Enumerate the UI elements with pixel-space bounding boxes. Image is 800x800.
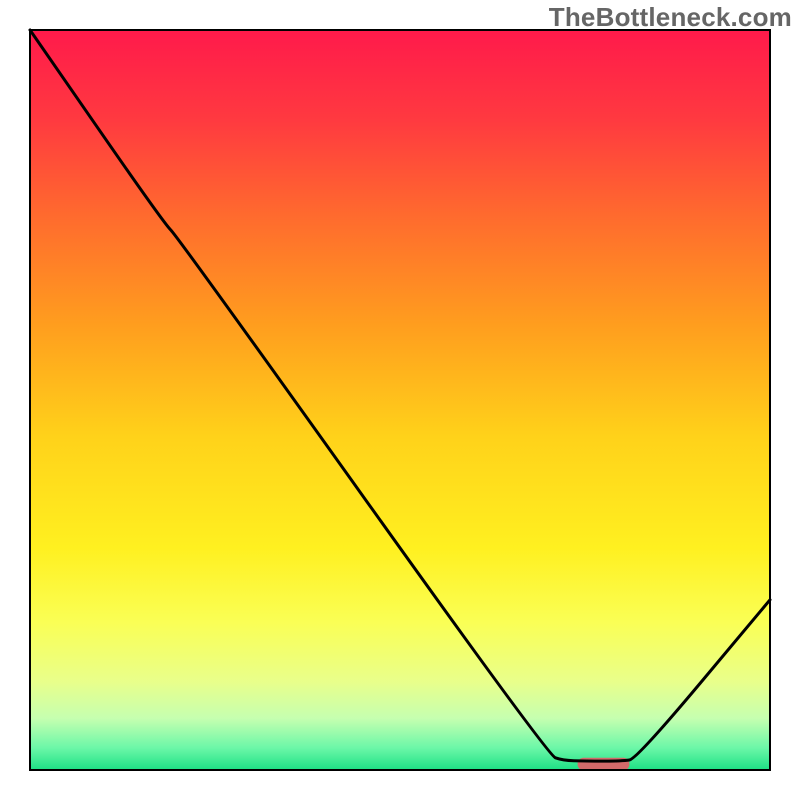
chart-canvas: TheBottleneck.com	[0, 0, 800, 800]
plot-background	[30, 30, 770, 770]
watermark-text: TheBottleneck.com	[549, 2, 792, 33]
chart-svg	[0, 0, 800, 800]
